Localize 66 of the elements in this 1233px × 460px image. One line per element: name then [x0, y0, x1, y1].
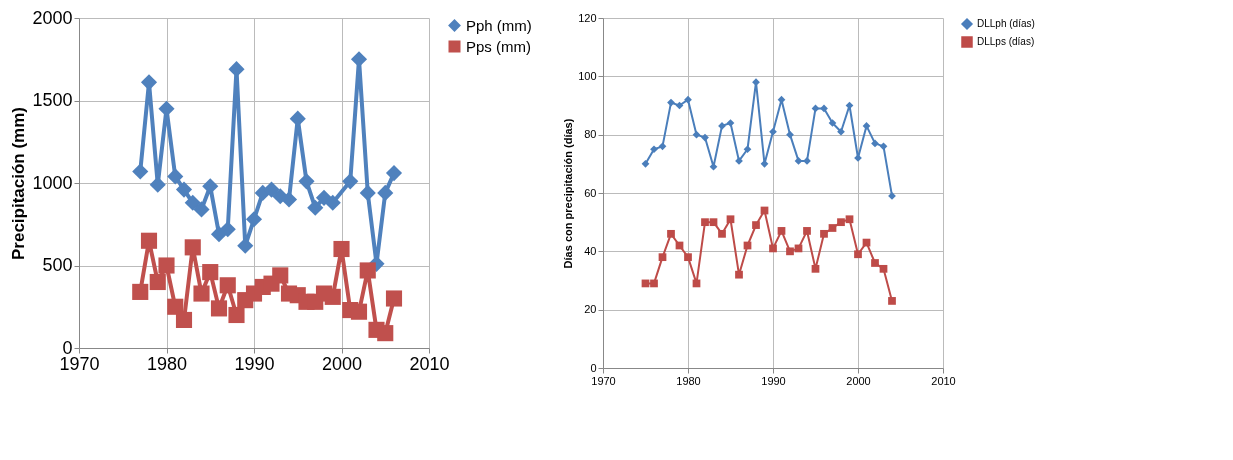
y-tick-label: 0 [590, 361, 597, 374]
point [307, 199, 324, 216]
x-tick-label: 1980 [676, 374, 701, 387]
point [219, 221, 236, 238]
x-tick-label: 1980 [146, 353, 188, 374]
y-axis-title: Precipitación (mm) [9, 106, 29, 261]
point [158, 257, 175, 274]
point [175, 181, 193, 198]
point [193, 201, 210, 218]
x-tick-label: 1970 [591, 374, 616, 387]
point [324, 288, 341, 305]
legend-label: Pps (mm) [466, 37, 531, 55]
point [377, 325, 394, 342]
x-tick-label: 2000 [846, 374, 871, 387]
x-tick-label: 2010 [409, 353, 450, 374]
point [315, 189, 333, 206]
point [219, 277, 236, 294]
point [385, 290, 403, 307]
point [210, 226, 228, 243]
legend-label: DLLph (días) [977, 18, 1035, 29]
x-tick-label: 1990 [234, 353, 275, 374]
y-tick-label: 40 [584, 244, 597, 257]
point [272, 267, 289, 284]
y-axis-title: Días con precipitación (días) [562, 118, 575, 269]
point [263, 181, 280, 198]
point [202, 264, 219, 281]
point [245, 211, 263, 228]
point [385, 165, 403, 182]
point [210, 300, 228, 317]
y-tick-label: 120 [578, 11, 597, 24]
point [132, 283, 149, 300]
y-tick-label: 80 [584, 128, 597, 141]
point [167, 168, 184, 185]
point [184, 194, 201, 211]
point [377, 184, 394, 201]
x-tick-label: 1990 [761, 374, 786, 387]
point [359, 262, 376, 279]
point [132, 163, 149, 180]
y-tick-label: 2000 [32, 7, 73, 28]
x-tick-label: 2010 [931, 374, 956, 387]
point [149, 273, 166, 291]
point [140, 232, 158, 249]
point [167, 298, 184, 315]
point [228, 306, 245, 324]
x-tick-label: 2000 [321, 353, 363, 374]
point [289, 110, 306, 127]
point [350, 303, 368, 320]
point [298, 173, 315, 190]
point [175, 311, 193, 329]
legend-label: Pph (mm) [466, 16, 532, 34]
point [193, 285, 210, 302]
point [184, 239, 201, 256]
y-tick-label: 1500 [32, 90, 73, 110]
point [333, 240, 350, 258]
y-tick-label: 20 [584, 303, 597, 316]
y-tick-label: 100 [578, 69, 597, 82]
point [228, 61, 245, 78]
y-tick-label: 1000 [32, 172, 73, 193]
point [342, 173, 359, 190]
y-tick-label: 500 [42, 255, 73, 275]
point [359, 184, 376, 201]
legend-label: DLLps (días) [977, 36, 1035, 47]
point [149, 176, 166, 193]
point [140, 74, 158, 91]
point [324, 194, 341, 211]
y-tick-label: 60 [584, 186, 597, 199]
